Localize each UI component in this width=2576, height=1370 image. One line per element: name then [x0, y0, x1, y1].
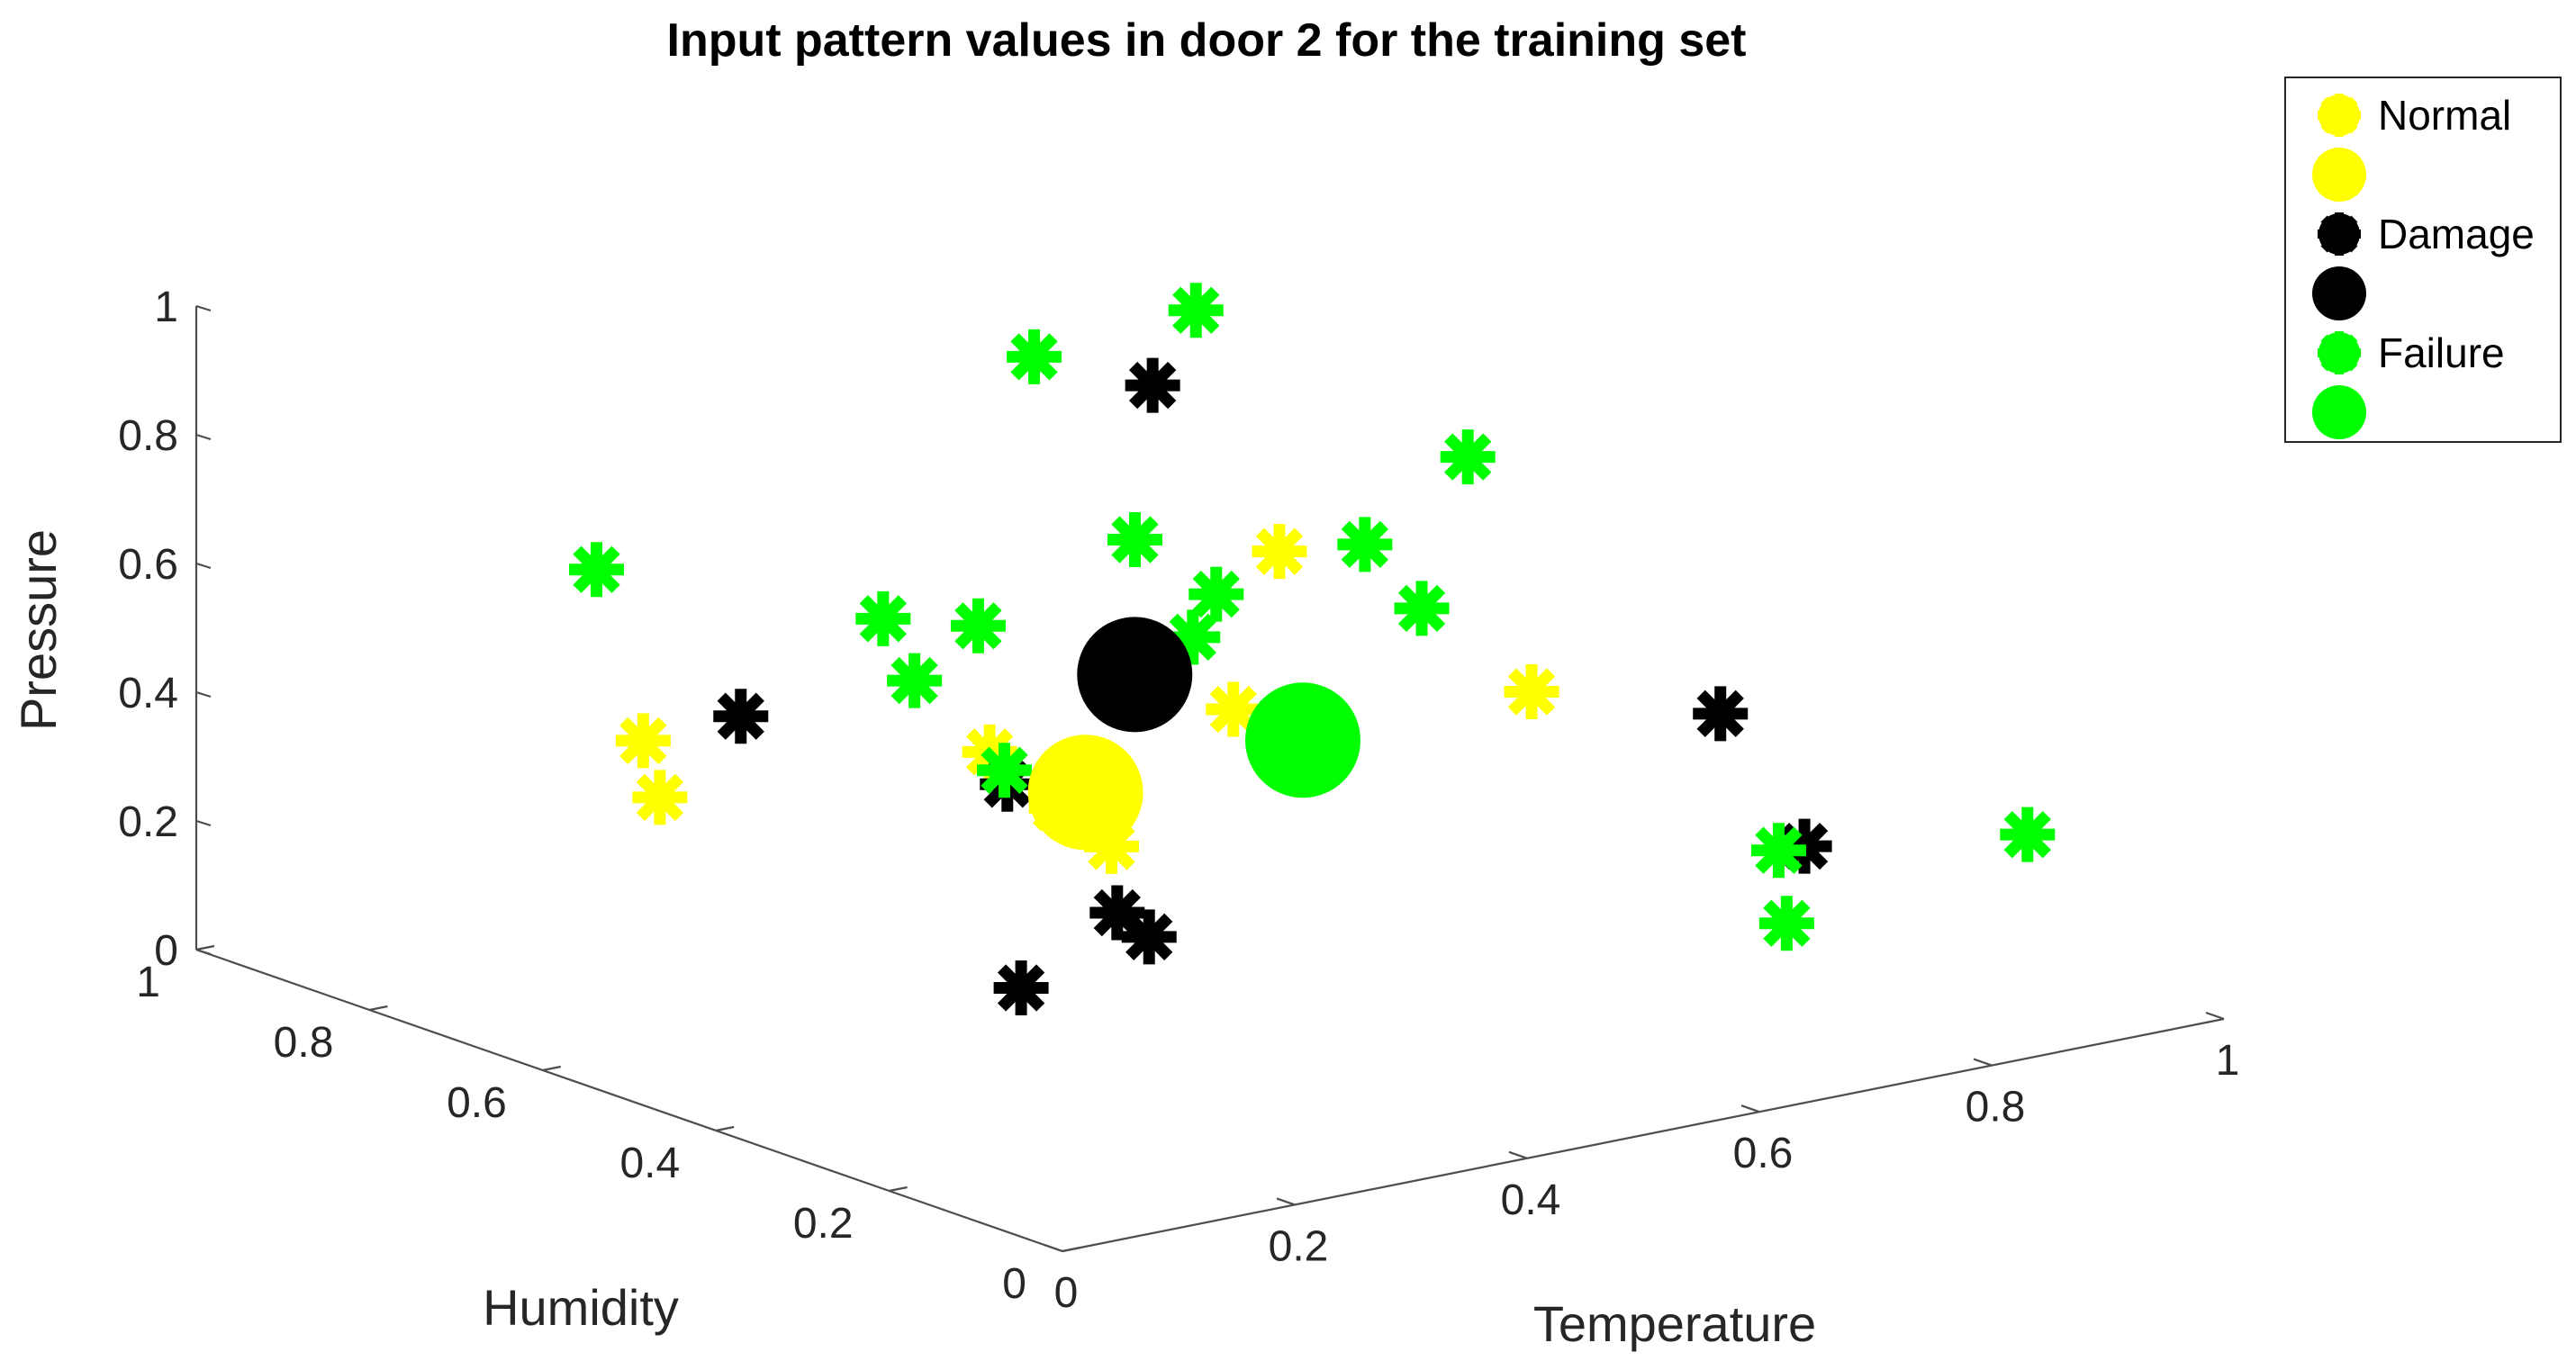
tick-labels: 00.20.40.60.8100.20.40.60.8100.20.40.60.… [118, 284, 2239, 1317]
x-axis-label: Temperature [1533, 1295, 1816, 1352]
y-tick-label: 0.4 [619, 1140, 680, 1187]
x-tick-label: 0.6 [1733, 1130, 1794, 1177]
z-tick-mark [195, 819, 212, 827]
x-tick-label: 0.8 [1966, 1084, 2026, 1131]
damage-point [993, 960, 1049, 1015]
normal-point [615, 713, 671, 769]
legend-marker-centroid [2312, 266, 2366, 320]
z-tick-mark [195, 690, 212, 699]
z-tick-mark [195, 433, 212, 441]
x-tick-mark [1973, 1058, 1993, 1067]
legend: Normal Damage Failure [2284, 77, 2562, 443]
damage-point [1125, 357, 1180, 413]
y-axis-label: Humidity [483, 1279, 679, 1336]
z-tick-mark [195, 562, 212, 570]
z-tick-label: 0.6 [118, 541, 178, 589]
failure-point [1758, 896, 1814, 951]
failure-point [1440, 429, 1496, 485]
y-tick-mark [542, 1065, 562, 1072]
normal-centroid [1027, 735, 1143, 851]
failure-point [1007, 329, 1062, 384]
legend-label-damage: Damage [2378, 211, 2535, 257]
x-tick-mark [1508, 1150, 1528, 1159]
z-axis-label: Pressure [10, 529, 67, 731]
x-tick-mark [1276, 1197, 1296, 1206]
failure-point [887, 653, 943, 708]
y-tick-mark [715, 1125, 735, 1132]
y-tick-label: 0.6 [447, 1079, 507, 1127]
z-tick-label: 1 [154, 284, 178, 331]
failure-point [950, 598, 1006, 653]
failure-point [1394, 581, 1450, 636]
y-tick-label: 0.2 [793, 1200, 854, 1248]
z-tick-label: 0.8 [118, 412, 178, 460]
x-tick-mark [2205, 1011, 2225, 1021]
damage-point [1121, 909, 1177, 965]
x-tick-label: 0 [1054, 1269, 1079, 1317]
y-tick-mark [889, 1185, 908, 1193]
y-tick-mark [369, 1005, 388, 1012]
z-tick-label: 0 [154, 927, 178, 975]
y-axis-line [195, 948, 1063, 1253]
z-tick-label: 0.4 [118, 670, 178, 717]
tick-marks [195, 304, 2225, 1253]
failure-point [977, 743, 1033, 798]
z-tick-mark [195, 948, 212, 956]
damage-point [1693, 686, 1749, 742]
damage-point [713, 689, 769, 744]
legend-marker-failure [2318, 331, 2361, 374]
failure-point [1750, 823, 1806, 879]
legend-marker-centroid [2312, 148, 2366, 202]
failure-point [1107, 512, 1162, 568]
x-tick-label: 0.2 [1269, 1222, 1329, 1270]
z-tick-mark [195, 304, 212, 312]
x-axis-line [1062, 1017, 2225, 1253]
normal-point [1504, 664, 1559, 720]
legend-marker-damage [2318, 212, 2361, 256]
failure-point [1168, 283, 1224, 338]
failure-centroid [1244, 682, 1360, 798]
damage-centroid [1077, 617, 1193, 733]
legend-marker-centroid [2312, 385, 2366, 439]
z-tick-label: 0.2 [118, 798, 178, 846]
legend-label-normal: Normal [2378, 92, 2511, 139]
legend-box [2284, 77, 2562, 443]
data-markers [569, 283, 2056, 1015]
failure-point [1189, 566, 1244, 622]
x-tick-mark [1740, 1104, 1760, 1113]
failure-point [2000, 807, 2056, 862]
failure-point [1337, 517, 1393, 572]
x-tick-label: 0.4 [1501, 1176, 1561, 1224]
y-tick-mark [195, 944, 215, 951]
normal-point [1252, 524, 1307, 580]
y-tick-label: 0 [1002, 1260, 1026, 1308]
x-tick-mark [1044, 1243, 1063, 1253]
failure-point [855, 590, 911, 646]
legend-label-failure: Failure [2378, 329, 2505, 376]
y-tick-mark [1062, 1246, 1081, 1253]
y-tick-label: 0.8 [274, 1019, 334, 1067]
failure-point [569, 542, 624, 598]
normal-point [1206, 681, 1261, 737]
x-tick-label: 1 [2216, 1037, 2240, 1085]
normal-point [632, 770, 688, 825]
axes [194, 306, 2225, 1253]
y-tick-label: 1 [136, 959, 160, 1006]
chart-title: Input pattern values in door 2 for the t… [667, 14, 1747, 67]
legend-marker-normal [2318, 94, 2361, 137]
